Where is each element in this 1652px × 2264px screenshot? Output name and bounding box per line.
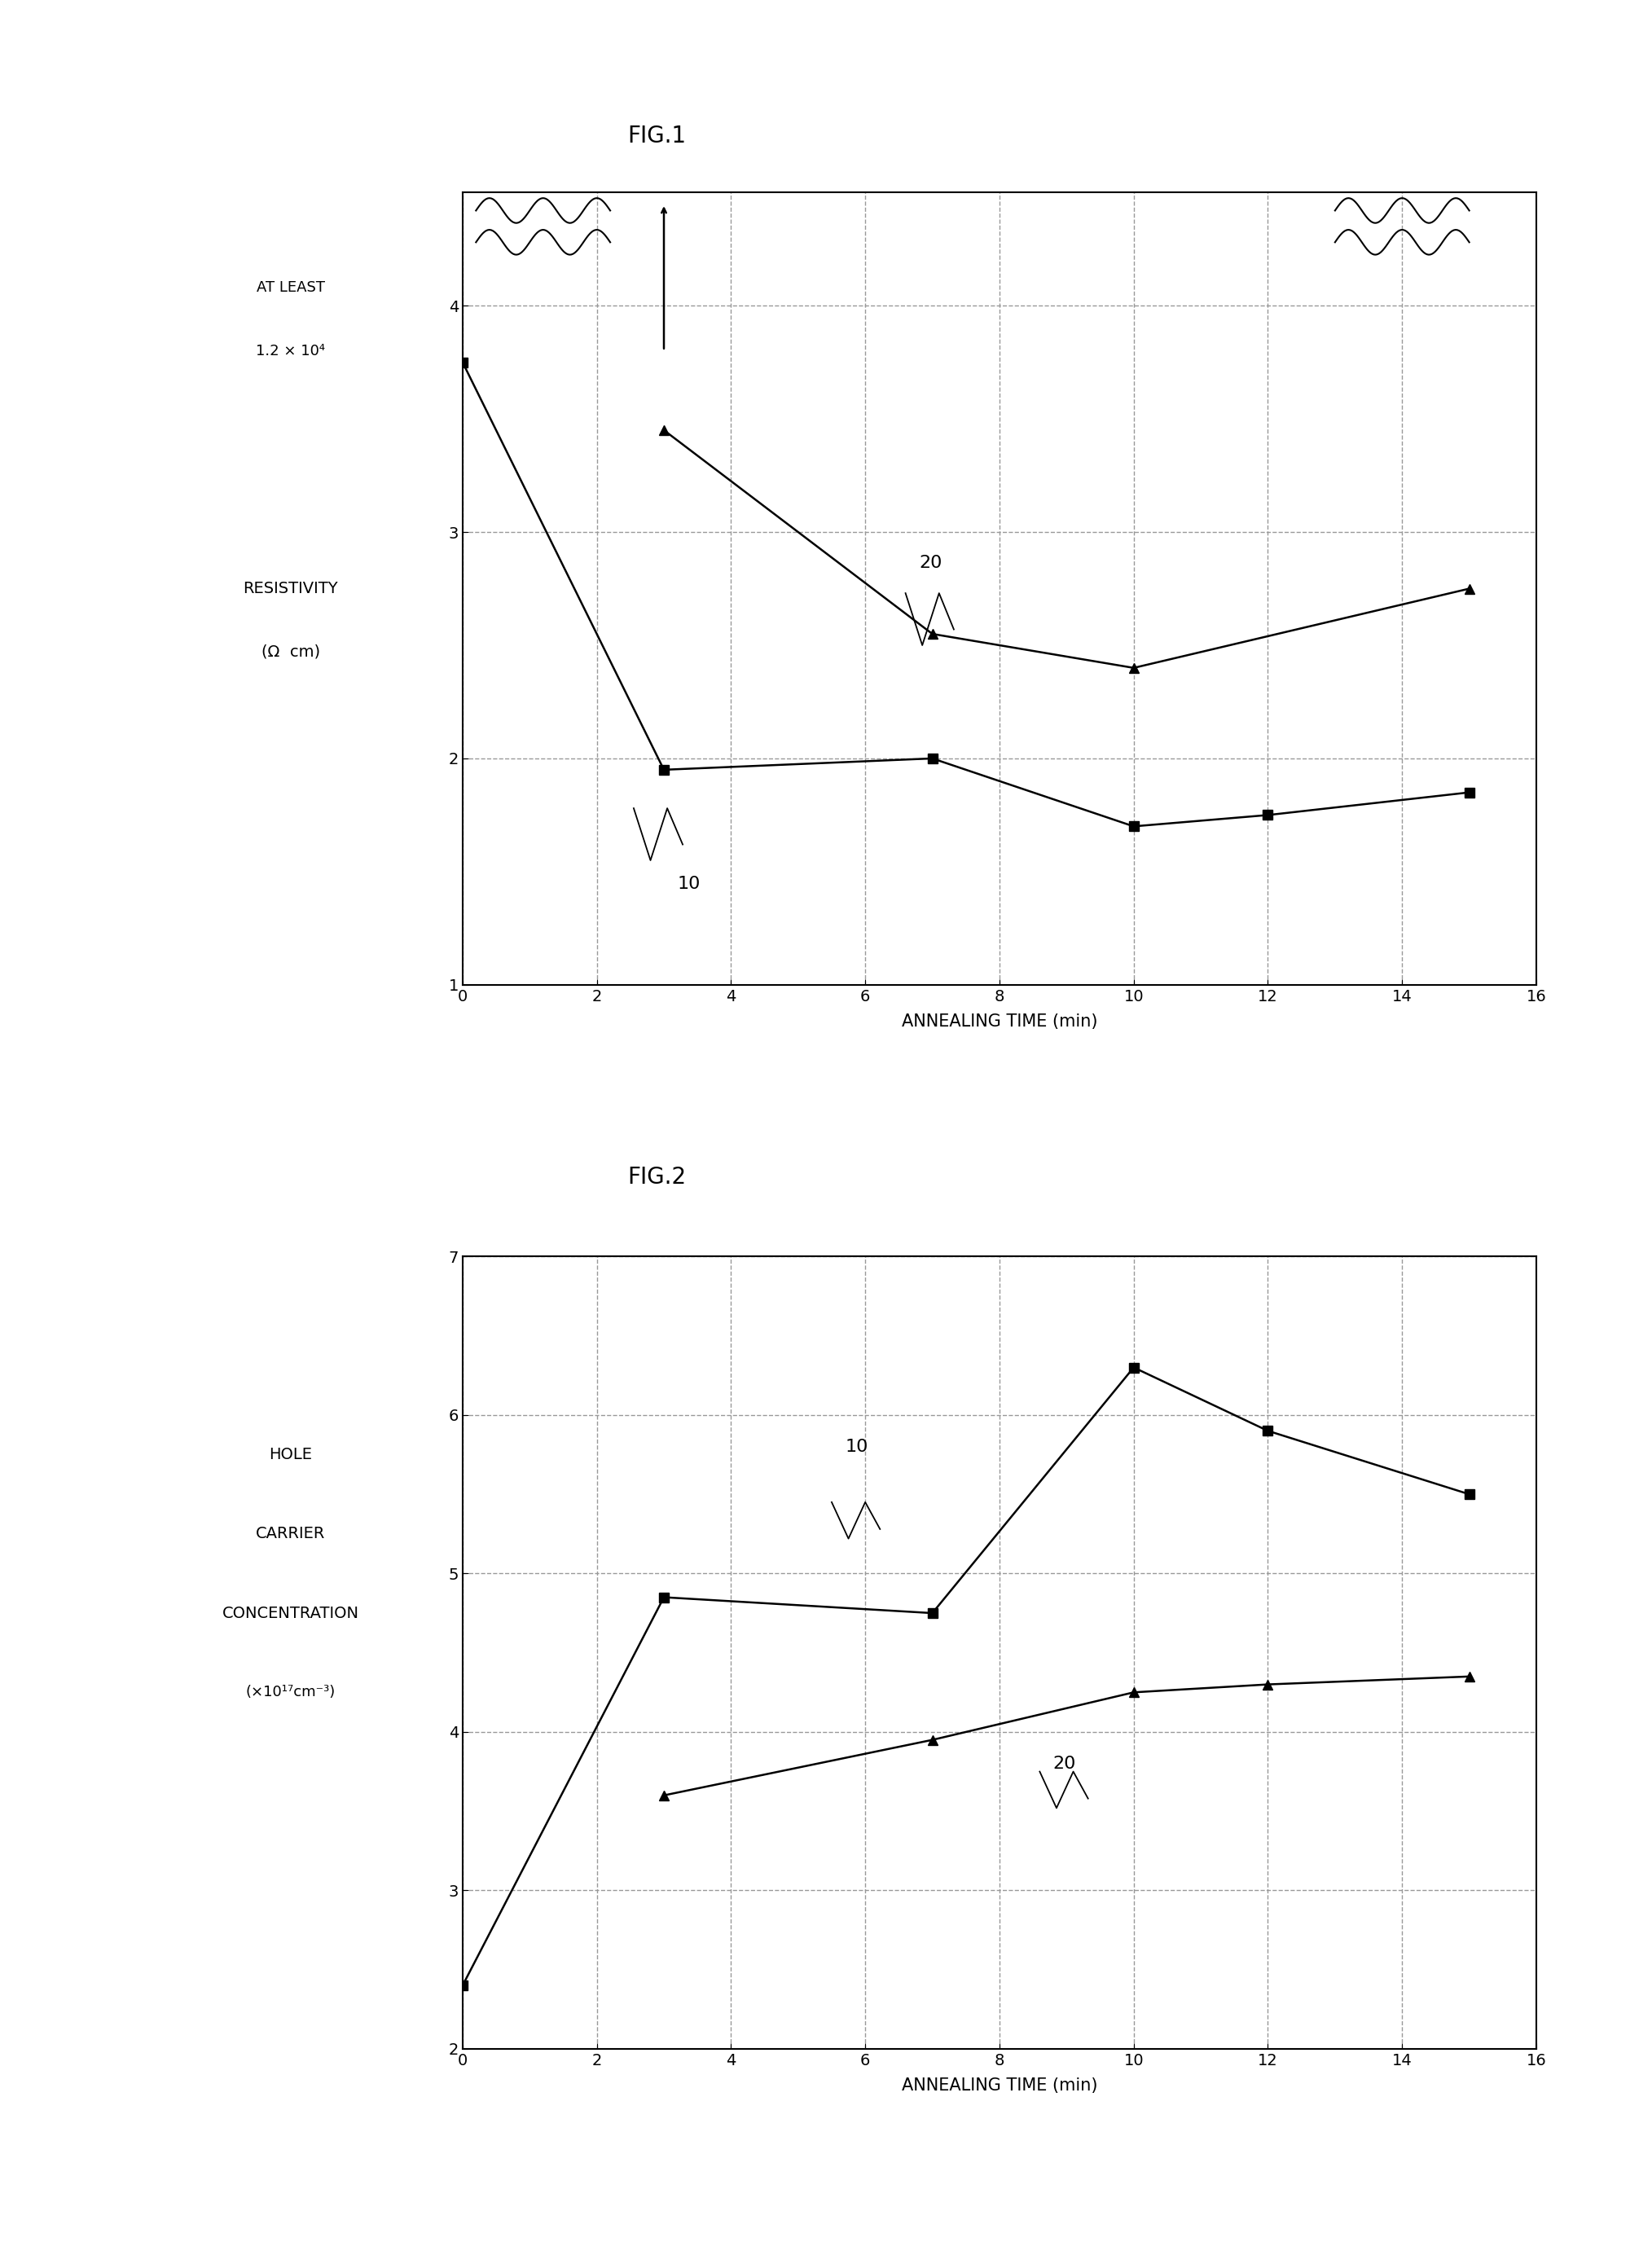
Text: CARRIER: CARRIER: [256, 1526, 325, 1542]
Text: HOLE: HOLE: [269, 1447, 312, 1463]
Text: AT LEAST: AT LEAST: [256, 281, 325, 294]
X-axis label: ANNEALING TIME (min): ANNEALING TIME (min): [902, 2078, 1097, 2094]
Text: FIG.2: FIG.2: [628, 1166, 687, 1189]
Text: RESISTIVITY: RESISTIVITY: [243, 582, 339, 595]
Text: 1.2 × 10⁴: 1.2 × 10⁴: [256, 344, 325, 358]
Text: (×10¹⁷cm⁻³): (×10¹⁷cm⁻³): [246, 1684, 335, 1700]
X-axis label: ANNEALING TIME (min): ANNEALING TIME (min): [902, 1014, 1097, 1030]
Text: (Ω  cm): (Ω cm): [261, 645, 320, 659]
Text: 20: 20: [1054, 1757, 1075, 1773]
Text: CONCENTRATION: CONCENTRATION: [223, 1605, 358, 1621]
Text: 20: 20: [919, 555, 942, 571]
Text: 10: 10: [677, 876, 700, 892]
Text: 10: 10: [846, 1438, 869, 1456]
Text: FIG.1: FIG.1: [628, 125, 687, 147]
